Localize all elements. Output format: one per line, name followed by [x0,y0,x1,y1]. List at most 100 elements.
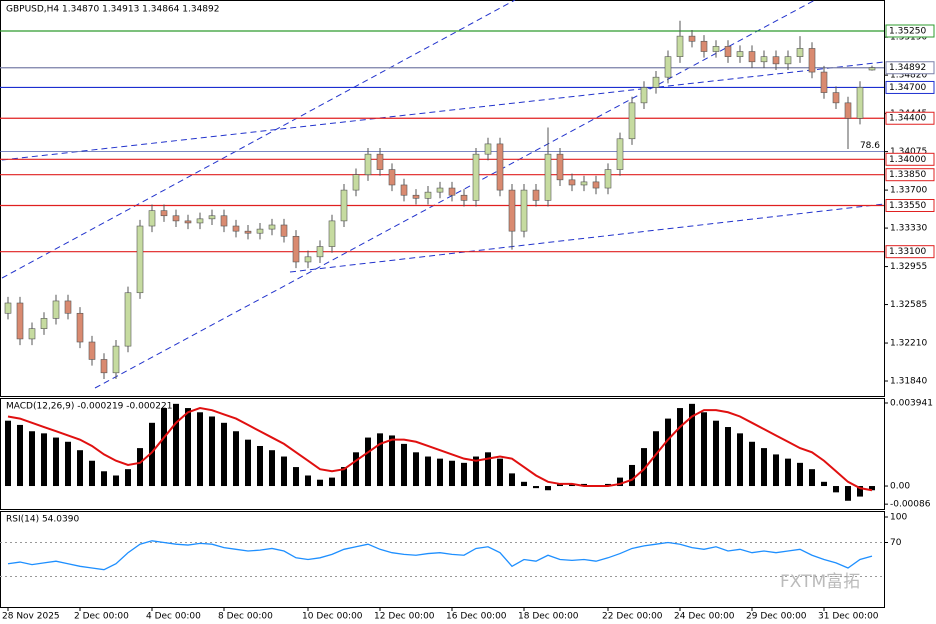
macd-signal [7,407,873,492]
macd-bar [737,433,743,487]
candle-body [244,230,252,234]
panel-frames [0,0,885,608]
candle-body [760,56,768,63]
level-label-box [885,61,935,75]
candle-body [196,218,204,224]
trendline [1,61,885,161]
y-tick-label: 1.32955 [890,262,927,272]
macd-bar [617,477,623,487]
macd-bar [461,462,467,487]
candle-body [16,302,24,340]
candle-body [448,187,456,196]
candle-body [808,48,816,73]
candle-body [568,179,576,186]
candle-body [616,138,624,170]
macd-bar [797,462,803,487]
macd-bar [245,439,251,487]
macd-bar [521,481,527,487]
x-tick-label: 18 Dec 00:00 [518,612,579,622]
macd-bar [437,458,443,487]
candle-body [688,35,696,42]
candle-body [736,51,744,57]
macd-bar [269,450,275,487]
level-label-box [885,80,935,94]
macd-bar [689,403,695,487]
rsi-title: RSI(14) 54.0390 [6,515,79,525]
candle-body [256,228,264,234]
candle-body [88,341,96,360]
level-label: 1.34892 [889,63,926,73]
macd-bar [281,456,287,487]
macd-bar [89,460,95,487]
candle-body [844,102,852,119]
candle-body [376,153,384,170]
candle-body [580,181,588,186]
macd-bar [197,412,203,487]
macd-bar [377,433,383,487]
macd-bar [581,483,587,487]
y-tick-label: 1.34075 [890,147,927,157]
macd-bar [137,448,143,487]
level-label-box [885,111,935,125]
y-tick-label: -0.00086 [890,500,931,510]
candle-body [364,153,372,175]
macd-bar [629,464,635,487]
candle-body [676,35,684,57]
candle-body [64,300,72,314]
y-tick-label: 1.32585 [890,300,927,310]
y-tick-label: 1.35190 [890,33,927,43]
level-label-box [885,198,935,212]
trendline [1,0,516,279]
candle-body [40,318,48,329]
macd-bar [173,403,179,487]
candle-body [436,187,444,193]
level-label: 1.35250 [889,26,926,36]
candle-body [460,194,468,201]
level-label-box [885,152,935,166]
x-tick-label: 24 Dec 00:00 [674,612,735,622]
macd-bar [641,448,647,487]
y-tick-label: 1.34820 [890,71,927,81]
trendline [94,0,816,389]
candle-body [220,215,228,227]
candle-body [820,71,828,93]
macd-bar [53,437,59,487]
candle-body [664,56,672,78]
macd-panel [0,398,885,510]
level-label: 1.33850 [889,170,926,180]
macd-bar [533,486,539,489]
x-tick-label: 10 Dec 00:00 [302,612,363,622]
macd-bar [77,450,83,487]
candle-body [640,87,648,104]
macd-bar [125,469,131,487]
macd-bar [29,431,35,487]
candle-body [172,215,180,222]
macd-bar [113,475,119,487]
macd-bar [545,486,551,491]
macd-bar [845,486,851,501]
macd-bar [293,467,299,487]
macd-bar [353,452,359,487]
macd-bar [401,443,407,487]
candle-body [508,189,516,232]
macd-bar [341,467,347,487]
macd-bar [725,427,731,487]
fib-label: 78.6 [860,141,880,151]
macd-bar [713,420,719,487]
macd-bar [17,424,23,487]
x-tick-label: 16 Dec 00:00 [446,612,507,622]
candle-body [700,40,708,52]
level-label-box [885,24,935,38]
x-tick-label: 8 Dec 00:00 [218,612,273,622]
candle-body [520,189,528,232]
candle-body [748,51,756,63]
macd-bar [317,479,323,487]
macd-bar [221,422,227,487]
macd-bar [785,458,791,487]
level-label: 1.33550 [889,201,926,211]
y-tick-label: 0.00 [890,482,910,492]
candle-body [532,189,540,201]
candle-body [148,210,156,227]
candle-body [484,143,492,155]
